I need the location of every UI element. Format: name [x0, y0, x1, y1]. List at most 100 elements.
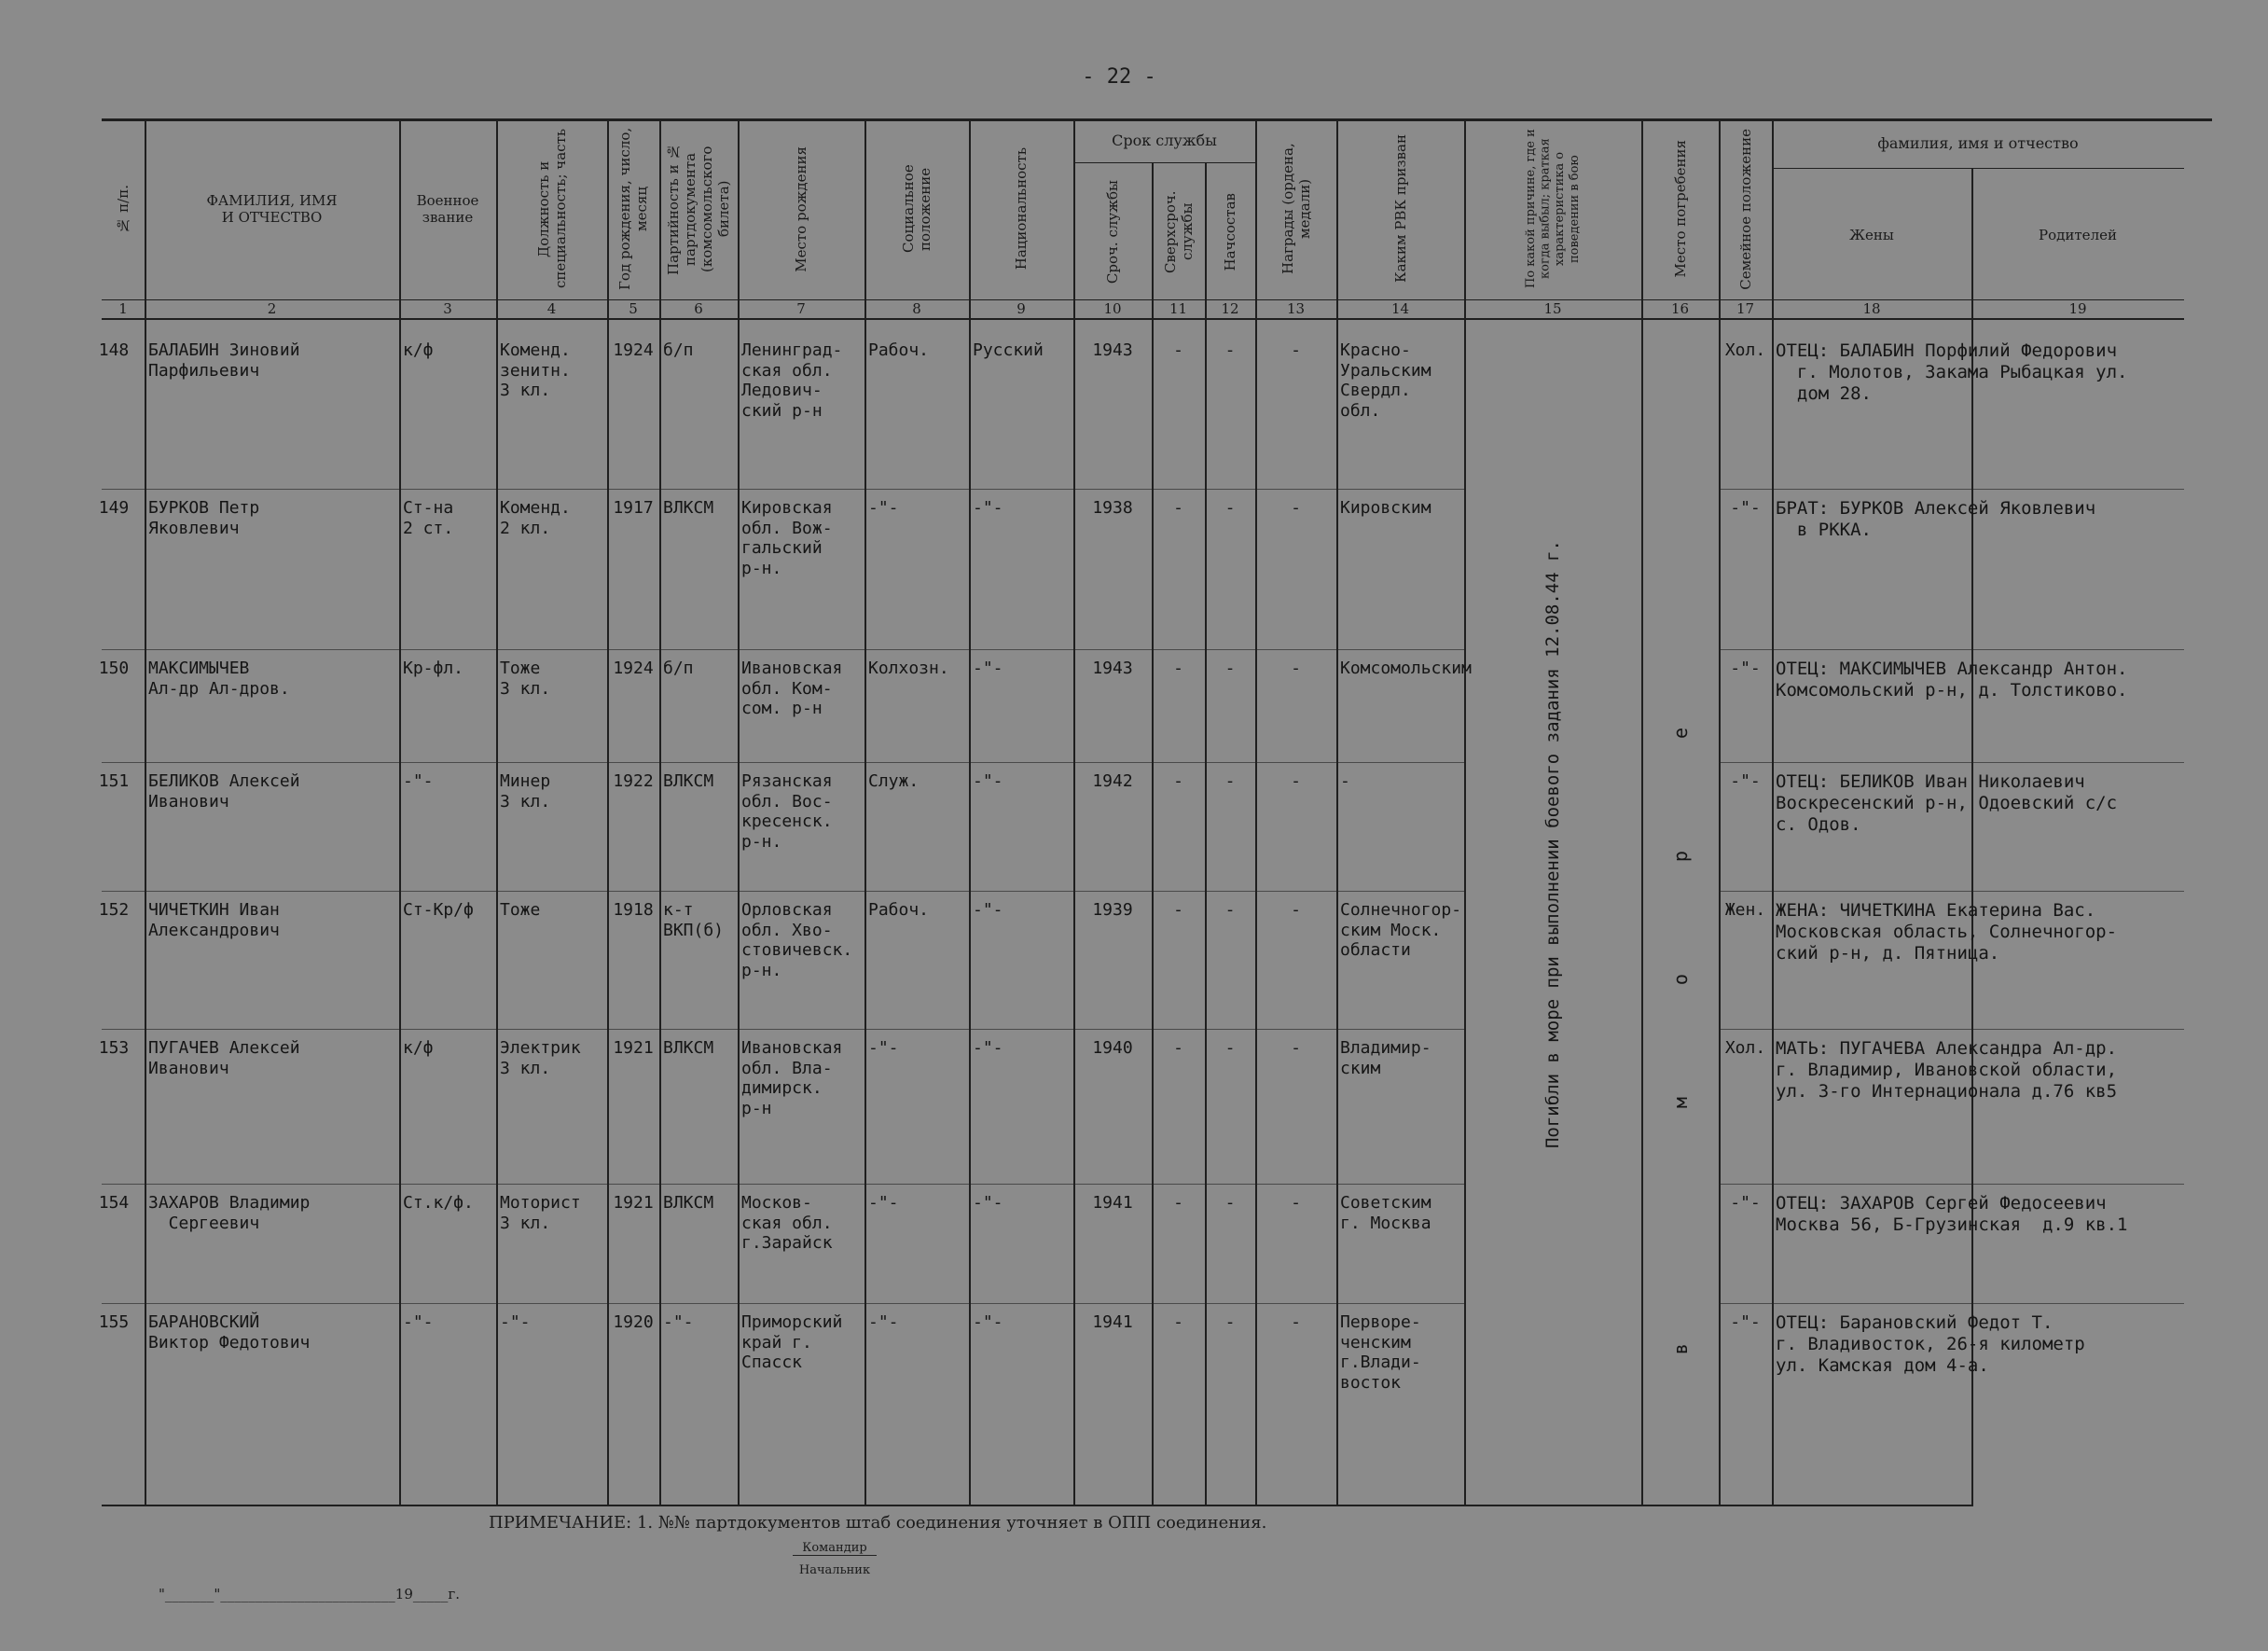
cell: ОТЕЦ: МАКСИМЫЧЕВ Александр Антон. Комсом… — [1776, 659, 2128, 701]
rule — [102, 118, 2212, 121]
cell: - — [1291, 659, 1301, 678]
cell: 154 — [98, 1193, 130, 1213]
header-cell: Сроч. службы — [1073, 164, 1152, 299]
cell: 155 — [98, 1312, 130, 1332]
header-cell: Родителей — [1971, 170, 2184, 299]
cell: -"- — [663, 1312, 694, 1332]
cell: к/ф — [403, 1038, 434, 1058]
cell: 1941 — [1092, 1312, 1133, 1332]
cell: - — [1173, 1193, 1183, 1213]
cell: - — [1224, 1312, 1236, 1332]
header-cell: Место рождения — [738, 118, 864, 299]
cause-text: Погибли в море при выполнении боевого за… — [1542, 539, 1563, 1149]
row-line — [1719, 1184, 2184, 1185]
burial-text: в море — [1668, 616, 1692, 1355]
cell: 1918 — [613, 900, 654, 920]
column-line — [145, 118, 146, 1506]
header-label: Место погребения — [1671, 140, 1689, 278]
cell: Приморский край г. Спасск — [741, 1312, 843, 1373]
header-cell: Национальность — [969, 118, 1073, 299]
column-line — [1641, 118, 1643, 1506]
cell: -"- — [973, 900, 1003, 920]
cell: -"- — [868, 1312, 899, 1332]
cell: Кировская обл. Вож- гальский р-н. — [741, 498, 833, 578]
column-line — [399, 118, 401, 1506]
cell: Первоpe- ченским г.Влади- восток — [1340, 1312, 1421, 1393]
cell: Жен. — [1724, 900, 1766, 920]
cell: - — [1173, 1038, 1183, 1058]
cell: МАТЬ: ПУГАЧЕВА Александра Ал-др. г. Влад… — [1776, 1038, 2118, 1102]
cell: -"- — [973, 659, 1003, 678]
cell: - — [1291, 1312, 1301, 1332]
cell: 1922 — [613, 771, 654, 791]
row-line — [1719, 762, 2184, 763]
cell: 1921 — [613, 1193, 654, 1213]
header-label: Партийность и № партдокумента (комсомоль… — [665, 143, 732, 275]
cell: 1940 — [1092, 1038, 1133, 1058]
row-line — [102, 891, 1464, 892]
column-number: 17 — [1736, 300, 1755, 317]
column-line — [1772, 118, 1774, 1506]
column-number: 4 — [546, 300, 557, 317]
cell: - — [1224, 771, 1236, 791]
header-label: Сроч. службы — [1104, 179, 1121, 284]
cell: Коменд. 2 кл. — [500, 498, 571, 538]
row-line — [102, 649, 1464, 650]
cell: 1917 — [613, 498, 654, 518]
cell: Ивановская обл. Вла- димирск. р-н — [741, 1038, 843, 1118]
column-number: 18 — [1862, 300, 1881, 317]
cell: Владимир- ским — [1340, 1038, 1431, 1078]
cell: 1942 — [1092, 771, 1133, 791]
cell: Ст-Кр/ф — [403, 900, 474, 920]
cell: 1938 — [1092, 498, 1133, 518]
cell: -"- — [1730, 659, 1761, 678]
header-cell: Год рождения, число, месяц — [607, 118, 659, 299]
row-line — [1719, 649, 2184, 650]
header-label: По какой причине, где и когда выбыл; кра… — [1523, 129, 1582, 289]
cell: -"- — [1730, 498, 1761, 518]
cell: Рабоч. — [868, 340, 930, 360]
column-number: 19 — [2068, 300, 2087, 317]
column-line — [738, 118, 740, 1506]
header-label: Каким РВК призван — [1391, 134, 1409, 284]
header-label: Должность и специальность; часть — [534, 129, 569, 289]
header-cell: Семейное положение — [1719, 118, 1772, 299]
column-line — [1971, 168, 1973, 1506]
cell: 1939 — [1092, 900, 1133, 920]
cell: Рабоч. — [868, 900, 930, 920]
cell: -"- — [973, 771, 1003, 791]
signer: Командир — [793, 1541, 877, 1556]
cell: Хол. — [1724, 1038, 1766, 1058]
rule — [1772, 168, 2184, 169]
cell: -"- — [500, 1312, 531, 1332]
column-line — [1255, 118, 1257, 1506]
cell: - — [1173, 340, 1183, 360]
column-line — [496, 118, 498, 1506]
cell: ОТЕЦ: Барановский Федот Т. г. Владивосто… — [1776, 1312, 2085, 1376]
cell: ВЛКСМ — [663, 498, 714, 518]
column-number: 14 — [1390, 300, 1410, 317]
cell: - — [1291, 1038, 1301, 1058]
cell: 1921 — [613, 1038, 654, 1058]
cell: - — [1291, 340, 1301, 360]
header-cell: Социальное положение — [864, 118, 969, 299]
header-label: ФАМИЛИЯ, ИМЯ И ОТЧЕСТВО — [206, 192, 338, 226]
header-cell: Сверхсроч. службы — [1152, 164, 1205, 299]
header-label: Место рождения — [793, 146, 809, 272]
cell: -"- — [868, 1193, 899, 1213]
group-label: Срок службы — [1112, 131, 1217, 149]
header-label: Социальное положение — [900, 164, 933, 254]
cell: БУРКОВ Петр Яковлевич — [148, 498, 260, 538]
cell: 1943 — [1092, 340, 1133, 360]
cell: - — [1224, 340, 1236, 360]
cell: БАРАНОВСКИЙ Виктор Федотович — [148, 1312, 311, 1353]
rule — [102, 299, 2184, 300]
column-number: 12 — [1221, 300, 1239, 317]
cell: ВЛКСМ — [663, 1038, 714, 1058]
cell: - — [1173, 1312, 1183, 1332]
cell: - — [1224, 498, 1236, 518]
cell: ОТЕЦ: БЕЛИКОВ Иван Николаевич Воскресенс… — [1776, 771, 2118, 835]
cell: БЕЛИКОВ Алексей Иванович — [148, 771, 300, 812]
header-cell: Каким РВК призван — [1336, 118, 1464, 299]
